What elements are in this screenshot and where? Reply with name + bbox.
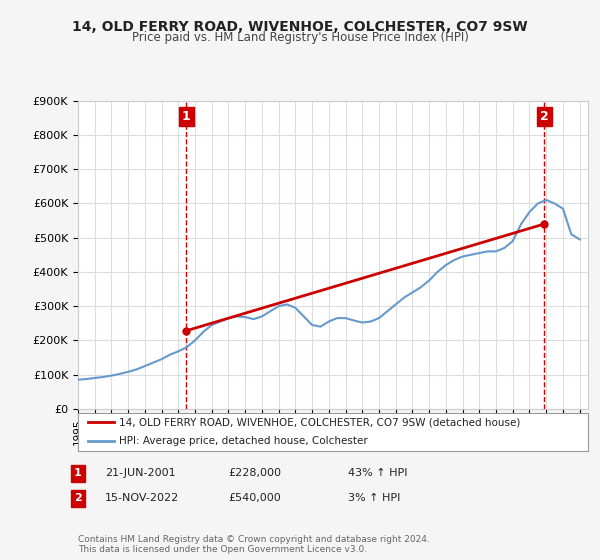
Text: 14, OLD FERRY ROAD, WIVENHOE, COLCHESTER, CO7 9SW (detached house): 14, OLD FERRY ROAD, WIVENHOE, COLCHESTER… [119, 417, 520, 427]
Text: 43% ↑ HPI: 43% ↑ HPI [348, 468, 407, 478]
Text: 3% ↑ HPI: 3% ↑ HPI [348, 493, 400, 503]
Text: 2: 2 [74, 493, 82, 503]
Text: Price paid vs. HM Land Registry's House Price Index (HPI): Price paid vs. HM Land Registry's House … [131, 31, 469, 44]
Text: 15-NOV-2022: 15-NOV-2022 [105, 493, 179, 503]
Text: 2: 2 [540, 110, 548, 123]
Text: £228,000: £228,000 [228, 468, 281, 478]
Text: 1: 1 [182, 110, 191, 123]
Text: 21-JUN-2001: 21-JUN-2001 [105, 468, 176, 478]
Text: HPI: Average price, detached house, Colchester: HPI: Average price, detached house, Colc… [119, 436, 368, 446]
Text: Contains HM Land Registry data © Crown copyright and database right 2024.
This d: Contains HM Land Registry data © Crown c… [78, 535, 430, 554]
Text: £540,000: £540,000 [228, 493, 281, 503]
Text: 1: 1 [74, 468, 82, 478]
Text: 14, OLD FERRY ROAD, WIVENHOE, COLCHESTER, CO7 9SW: 14, OLD FERRY ROAD, WIVENHOE, COLCHESTER… [72, 20, 528, 34]
